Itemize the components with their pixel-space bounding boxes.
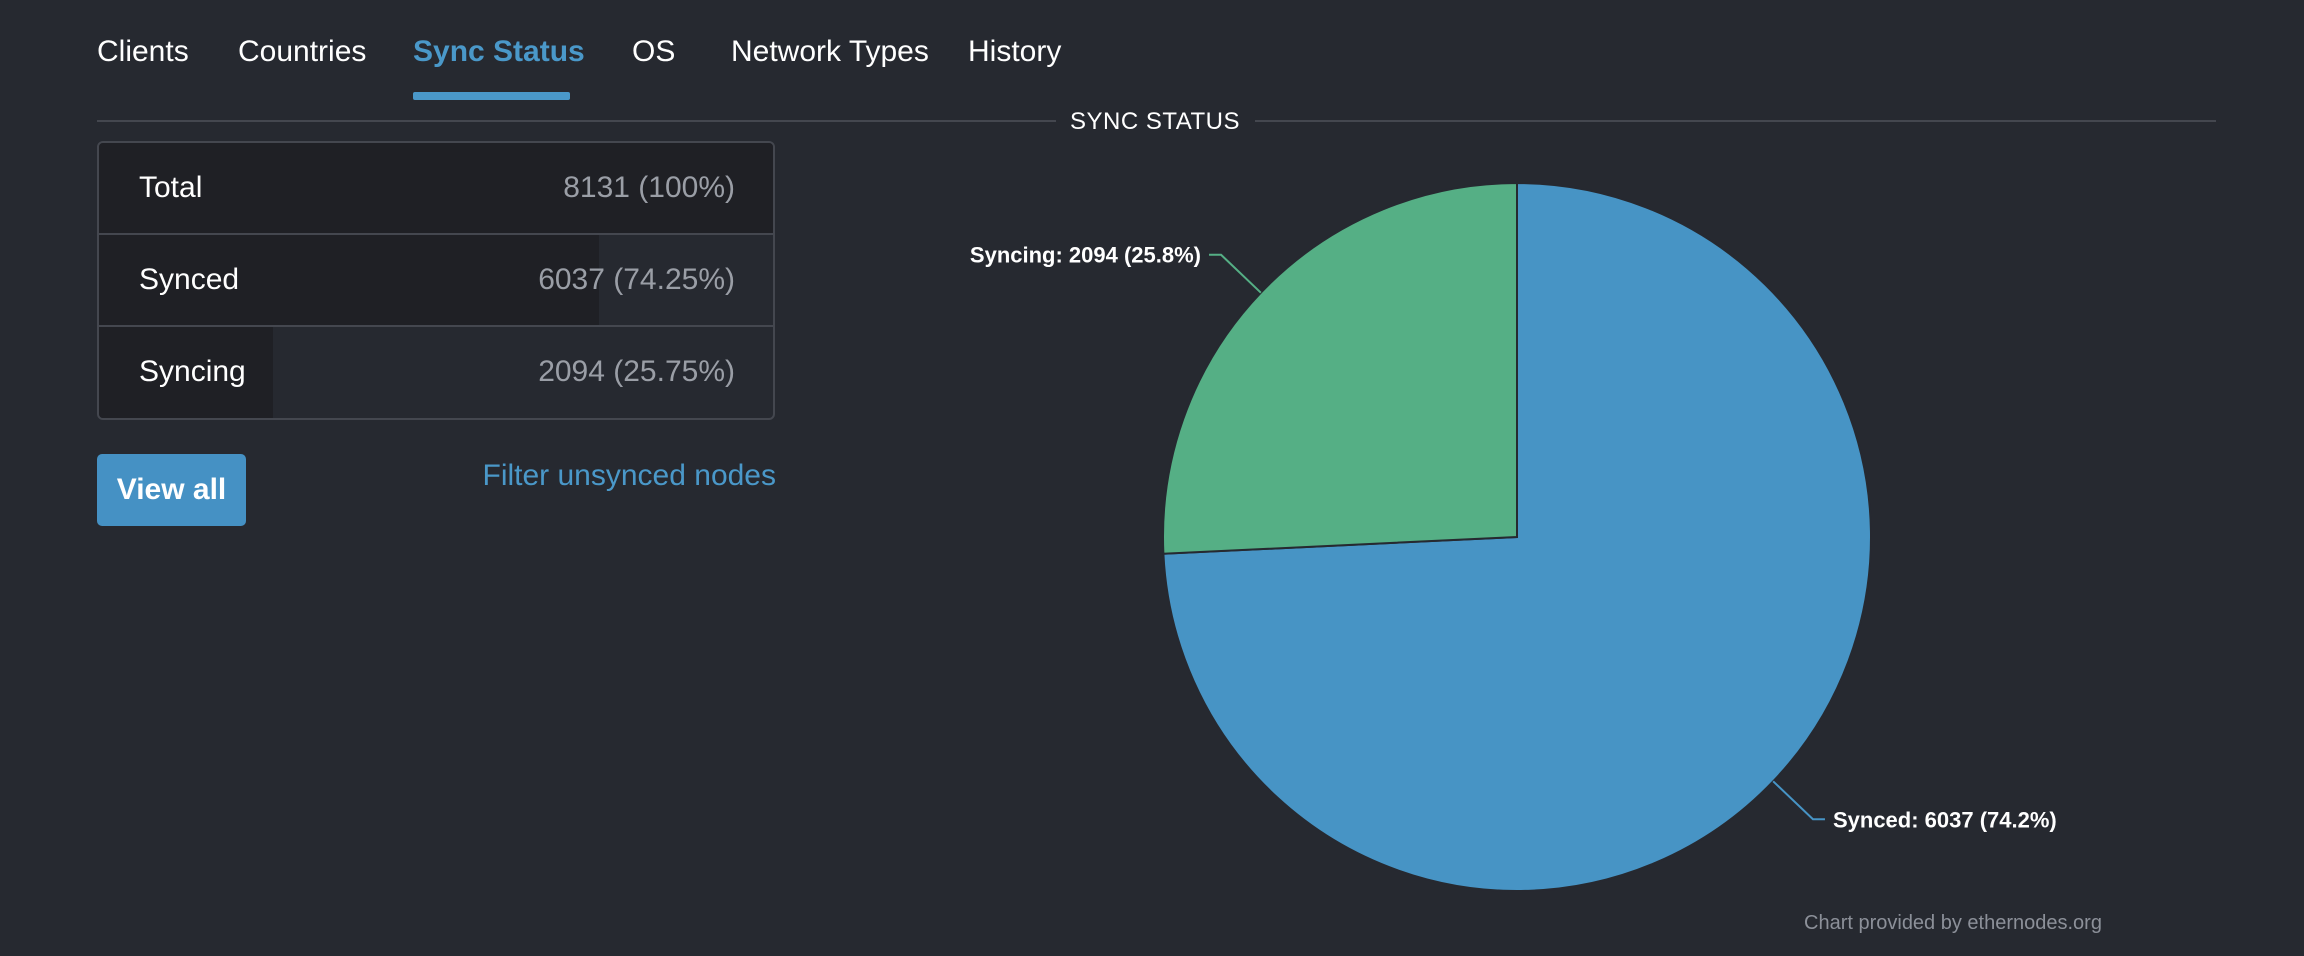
- stats-row-label: Synced: [139, 263, 240, 296]
- pie-label-connector-syncing: [1209, 253, 1262, 294]
- tab-sync-status[interactable]: Sync Status: [413, 35, 585, 68]
- stats-row-value: 2094 (25.75%): [538, 355, 735, 388]
- stats-row-label: Total: [139, 171, 203, 204]
- tab-history[interactable]: History: [968, 35, 1062, 68]
- stats-row-label: Syncing: [139, 355, 246, 388]
- tab-network-types[interactable]: Network Types: [731, 35, 929, 68]
- tab-clients[interactable]: Clients: [97, 35, 189, 68]
- section-divider-left: [97, 120, 1056, 122]
- pie-label-syncing: Syncing: 2094 (25.8%): [970, 243, 1201, 268]
- pie-label-connector-synced: [1772, 780, 1825, 821]
- stats-row-syncing: Syncing 2094 (25.75%): [99, 327, 773, 418]
- active-tab-indicator: [413, 92, 570, 100]
- stats-row-bar: [99, 327, 273, 418]
- section-divider-right: [1255, 120, 2216, 122]
- section-title: SYNC STATUS: [1070, 108, 1240, 135]
- pie-label-synced: Synced: 6037 (74.2%): [1833, 807, 2057, 832]
- stats-row-total: Total 8131 (100%): [99, 143, 773, 235]
- pie-slice-syncing[interactable]: [1162, 181, 1518, 555]
- pie-slice-synced[interactable]: [1162, 181, 1872, 892]
- stats-row-bar: [99, 235, 600, 325]
- stats-row-value: 6037 (74.25%): [538, 263, 735, 296]
- chart-credit: Chart provided by ethernodes.org: [1804, 912, 2102, 934]
- tab-countries[interactable]: Countries: [238, 35, 367, 68]
- stats-row-value: 8131 (100%): [563, 171, 735, 204]
- tab-os[interactable]: OS: [632, 35, 676, 68]
- stats-row-bar: [99, 143, 773, 233]
- filter-unsynced-link[interactable]: Filter unsynced nodes: [482, 459, 777, 492]
- view-all-button[interactable]: View all: [97, 454, 246, 526]
- sync-stats-table: Total 8131 (100%) Synced 6037 (74.25%) S…: [97, 141, 775, 420]
- stats-row-synced: Synced 6037 (74.25%): [99, 235, 773, 327]
